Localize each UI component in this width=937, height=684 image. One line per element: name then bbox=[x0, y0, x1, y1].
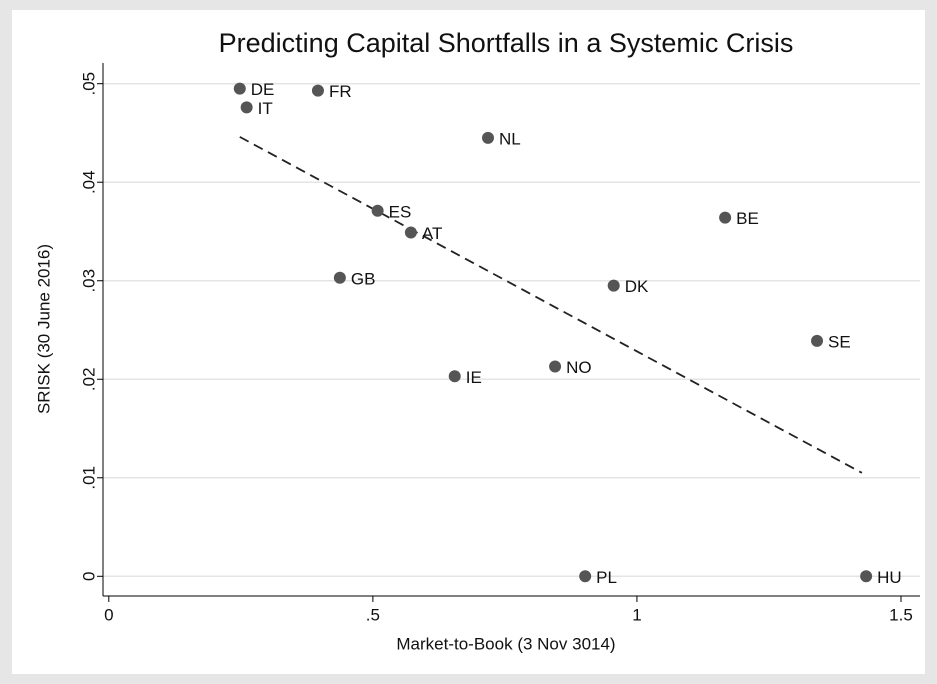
point bbox=[240, 101, 253, 114]
chart-title: Predicting Capital Shortfalls in a Syste… bbox=[219, 28, 794, 58]
point bbox=[549, 360, 562, 373]
point-label: FR bbox=[329, 82, 352, 101]
point bbox=[448, 370, 461, 383]
y-tick-label: .03 bbox=[79, 269, 98, 293]
chart-background bbox=[12, 10, 925, 674]
fit-line bbox=[239, 136, 863, 474]
point-label: SE bbox=[828, 332, 851, 351]
point-label: NL bbox=[499, 129, 521, 148]
x-tick-label: 1.5 bbox=[889, 605, 913, 624]
point bbox=[404, 226, 417, 239]
y-tick-label: 0 bbox=[79, 572, 98, 581]
x-axis-label: Market-to-Book (3 Nov 3014) bbox=[396, 634, 615, 653]
point-label: BE bbox=[736, 209, 759, 228]
point bbox=[333, 271, 346, 284]
point bbox=[719, 211, 732, 224]
x-tick-label: 0 bbox=[104, 605, 113, 624]
point bbox=[811, 334, 824, 347]
y-tick-label: .01 bbox=[79, 466, 98, 490]
point-label: IT bbox=[258, 99, 273, 118]
y-axis-label: SRISK (30 June 2016) bbox=[34, 244, 53, 414]
point-label: NO bbox=[566, 358, 592, 377]
y-tick-label: .04 bbox=[79, 170, 98, 194]
point-label: PL bbox=[596, 568, 617, 587]
point-label: GB bbox=[351, 269, 376, 288]
point bbox=[481, 131, 494, 144]
point-label: AT bbox=[422, 224, 442, 243]
point bbox=[579, 570, 592, 583]
point bbox=[607, 279, 620, 292]
y-tick-label: .02 bbox=[79, 367, 98, 391]
point-label: ES bbox=[389, 202, 412, 221]
y-tick-label: .05 bbox=[79, 72, 98, 96]
point-label: HU bbox=[877, 568, 902, 587]
x-tick-label: 1 bbox=[632, 605, 641, 624]
point bbox=[371, 204, 384, 217]
x-tick-label: .5 bbox=[366, 605, 380, 624]
point-label: IE bbox=[466, 368, 482, 387]
point-label: DK bbox=[625, 277, 649, 296]
point bbox=[311, 84, 324, 97]
point-label: DE bbox=[251, 80, 275, 99]
point bbox=[233, 82, 246, 95]
point bbox=[860, 570, 873, 583]
